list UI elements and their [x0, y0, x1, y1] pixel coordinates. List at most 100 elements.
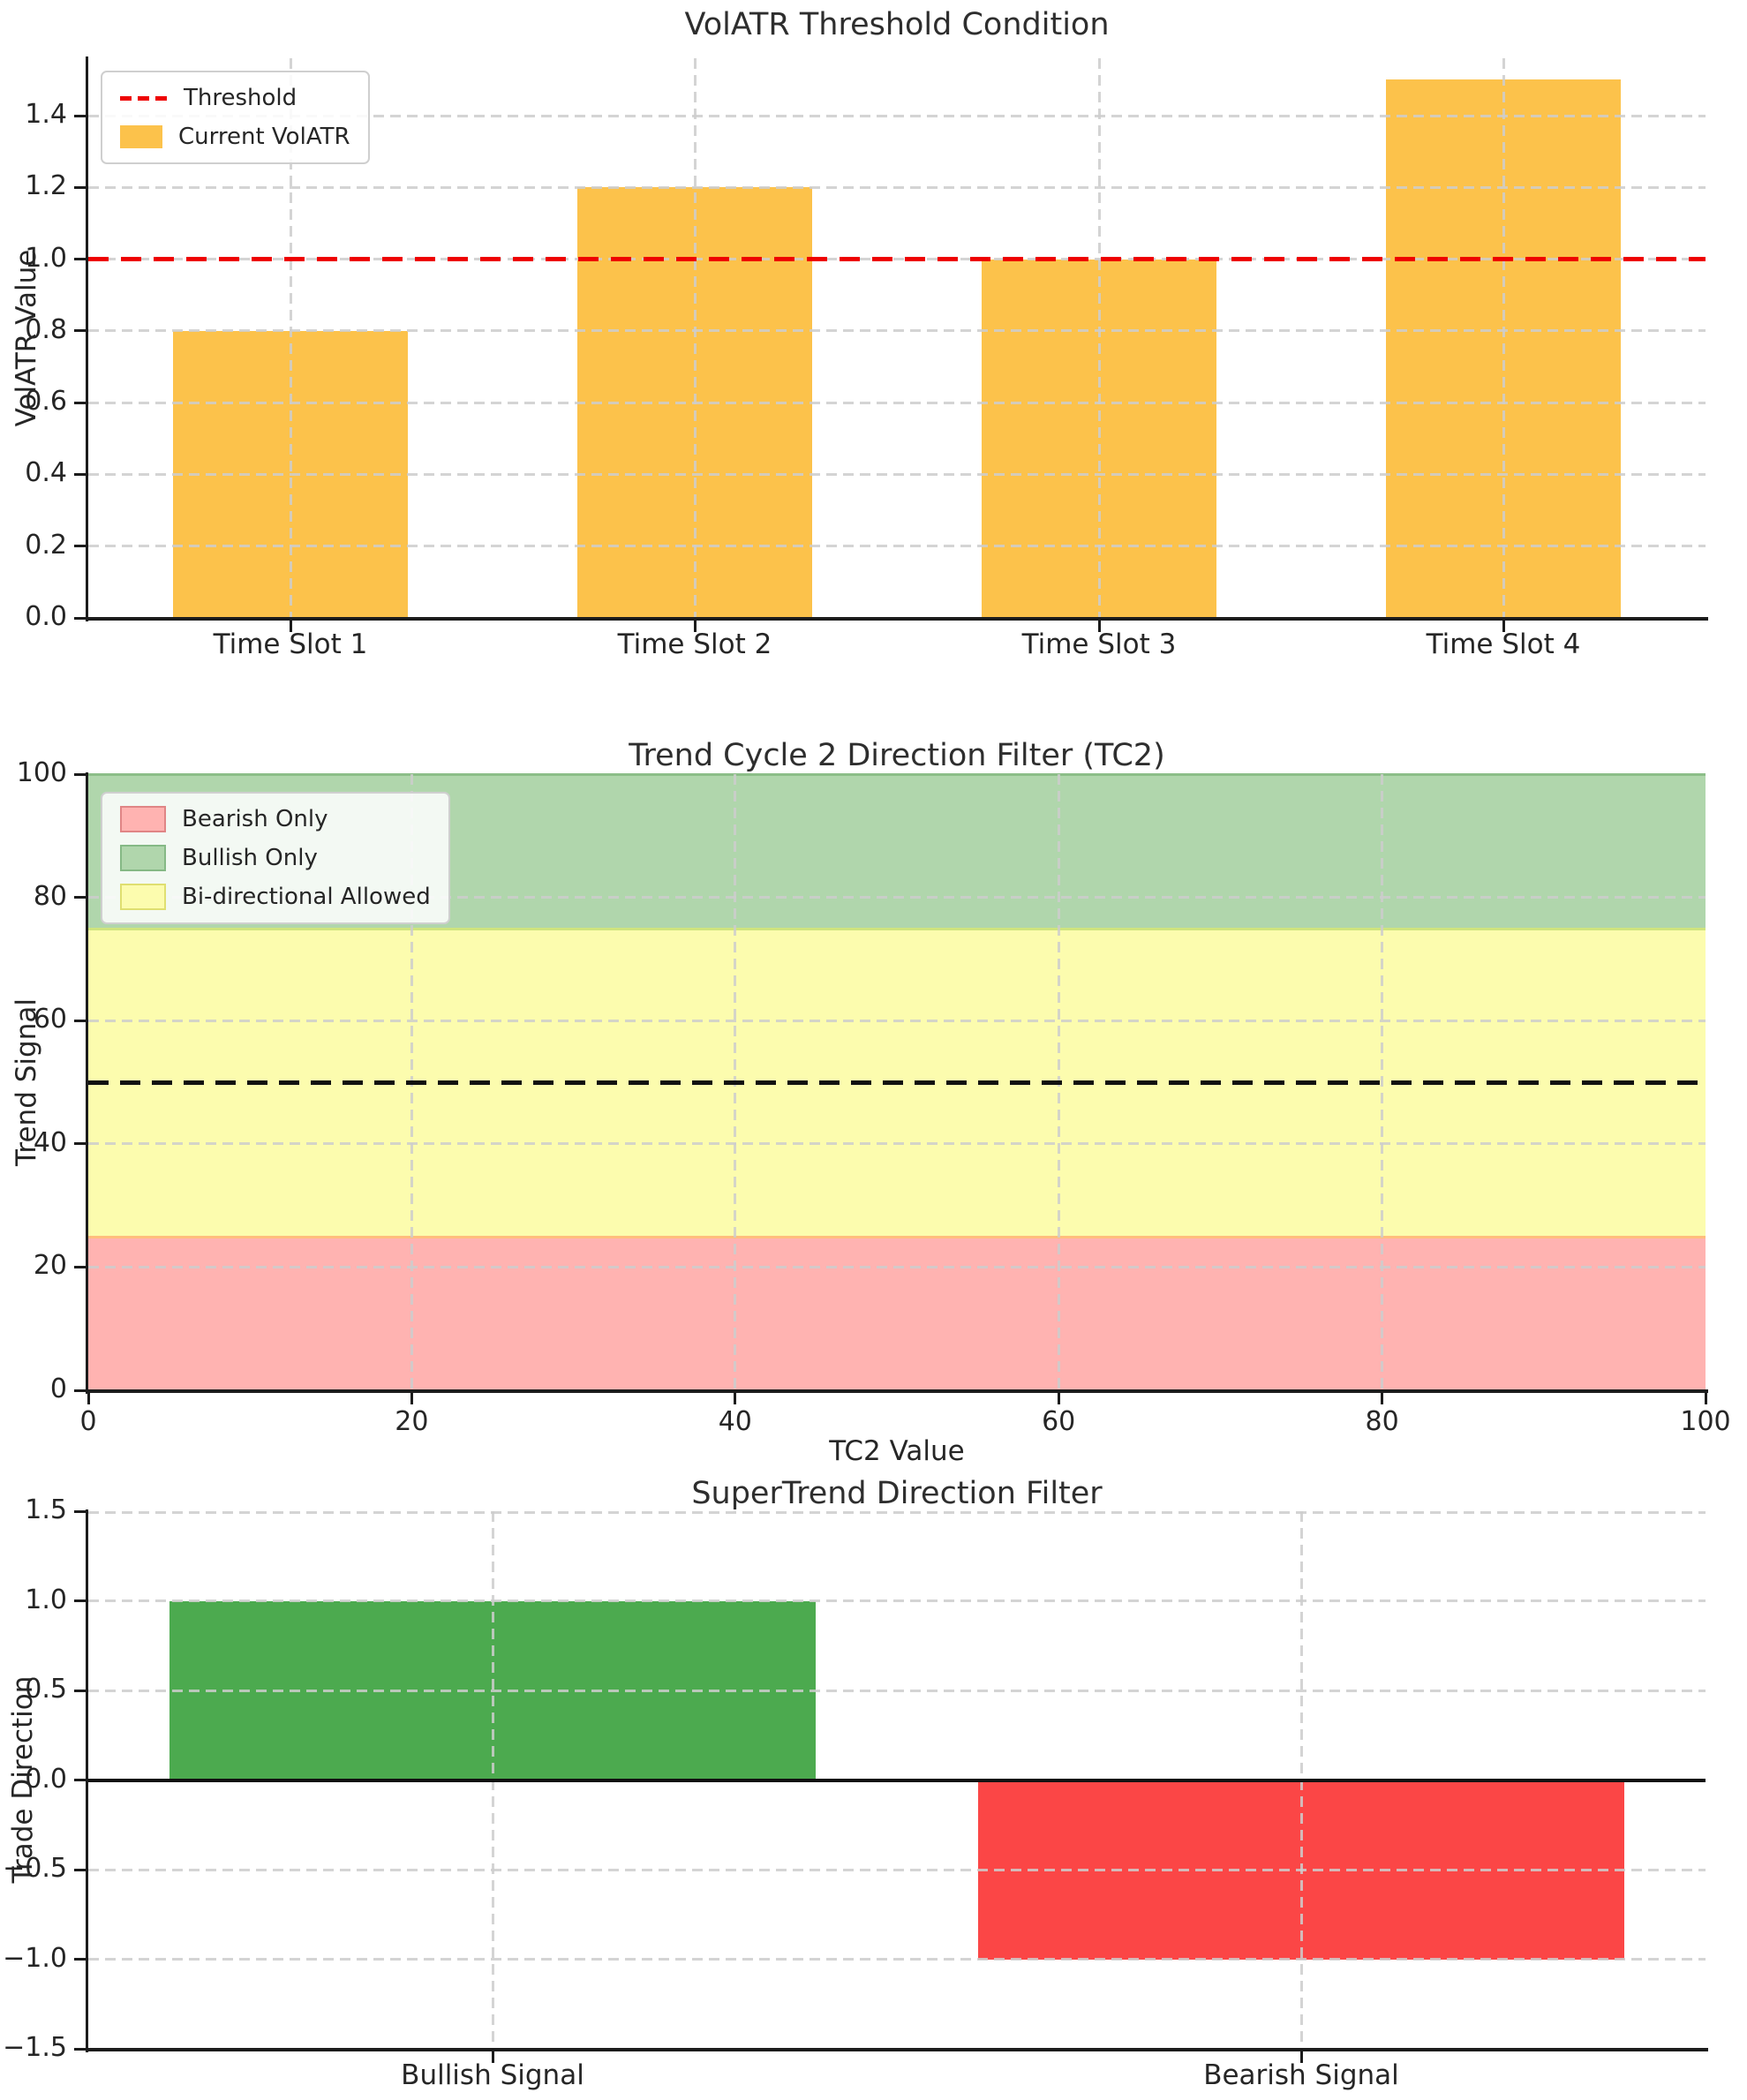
chart1-title: VolATR Threshold Condition [684, 7, 1110, 42]
y-tick-label: 0.0 [25, 601, 67, 632]
x-tick-mark [693, 621, 697, 632]
y-tick-label: −1.0 [3, 1942, 67, 1974]
chart2-title: Trend Cycle 2 Direction Filter (TC2) [629, 738, 1165, 773]
horizontal-gridline [88, 1599, 1706, 1602]
y-tick-label: 1.5 [25, 1494, 67, 1525]
y-axis-spine [86, 56, 88, 621]
y-tick-label: 20 [33, 1250, 67, 1282]
y-tick-label: 0.2 [25, 529, 67, 561]
x-tick-label: 40 [718, 1406, 752, 1437]
y-axis-spine [86, 772, 88, 1394]
y-tick-label: 1.2 [25, 170, 67, 202]
horizontal-gridline [88, 1142, 1706, 1146]
y-tick-mark [74, 258, 86, 261]
y-tick-label: 0.0 [25, 1763, 67, 1795]
legend-row-bearish-only: Bearish Only [120, 806, 431, 832]
x-tick-mark [1299, 2051, 1303, 2063]
legend-label-threshold: Threshold [184, 85, 297, 111]
band-edge [88, 1235, 1706, 1238]
horizontal-gridline [88, 1868, 1706, 1871]
y-tick-mark [74, 329, 86, 333]
legend-row-current-volatr: Current VolATR [120, 124, 350, 150]
y-tick-mark [74, 1868, 86, 1871]
chart1-plot-area: Threshold Current VolATR 0.0 0.2 0.4 0.6 0.8… [25, 56, 1708, 632]
y-tick-label: 0.5 [25, 1674, 67, 1705]
chart1-legend: Threshold Current VolATR [101, 71, 370, 164]
y-tick-label: 60 [33, 1004, 67, 1035]
y-tick-mark [74, 185, 86, 189]
x-tick-mark [410, 1393, 413, 1404]
x-tick-mark [491, 2051, 494, 2063]
bullish-band-swatch [120, 845, 166, 871]
x-axis-spine [86, 2048, 1708, 2051]
current-volatr-bar-swatch [120, 125, 162, 148]
bidirectional-band-swatch [120, 884, 166, 910]
legend-label-bearish-only: Bearish Only [182, 806, 328, 832]
x-tick-label: 20 [395, 1406, 429, 1437]
y-tick-mark [74, 401, 86, 404]
threshold-line [88, 257, 1706, 262]
y-tick-label: 1.0 [25, 242, 67, 274]
band-edge [88, 773, 1706, 776]
bearish-band-swatch [120, 806, 166, 832]
y-tick-mark [74, 1019, 86, 1022]
chart2-legend: Bearish Only Bullish Only Bi-directional… [101, 792, 450, 924]
y-tick-mark [74, 114, 86, 117]
band-bearish-only [88, 1236, 1706, 1390]
band-edge [88, 927, 1706, 930]
horizontal-gridline [88, 1511, 1706, 1514]
chart3-category-bearish: Bearish Signal [1203, 2059, 1399, 2091]
y-tick-mark [74, 772, 86, 776]
chart1-category-3: Time Slot 3 [1021, 628, 1177, 660]
vertical-gridline [1097, 58, 1101, 618]
horizontal-gridline [88, 401, 1706, 404]
y-tick-mark [74, 1779, 86, 1781]
threshold-dashed-line-swatch [120, 95, 168, 101]
horizontal-gridline [88, 1958, 1706, 1961]
legend-row-bidirectional: Bi-directional Allowed [120, 884, 431, 910]
chart1-category-1: Time Slot 1 [213, 628, 368, 660]
chart1-category-2: Time Slot 2 [617, 628, 772, 660]
horizontal-gridline [88, 185, 1706, 189]
vertical-gridline [693, 58, 697, 618]
legend-row-bullish-only: Bullish Only [120, 845, 431, 871]
x-tick-label: 100 [1680, 1406, 1731, 1437]
y-tick-mark [74, 896, 86, 899]
y-axis-spine [86, 1509, 88, 2052]
y-tick-label: 0 [49, 1374, 67, 1404]
y-tick-label: 80 [33, 880, 67, 912]
x-tick-mark [1704, 1393, 1707, 1404]
x-tick-label: 60 [1042, 1406, 1076, 1437]
horizontal-gridline [88, 472, 1706, 476]
vertical-gridline [1502, 58, 1505, 618]
x-tick-mark [289, 621, 292, 632]
y-tick-mark [74, 2047, 86, 2051]
horizontal-gridline [88, 1689, 1706, 1692]
x-tick-mark [1097, 621, 1101, 632]
horizontal-gridline [88, 545, 1706, 548]
x-tick-label: 80 [1365, 1406, 1399, 1437]
y-tick-mark [74, 1689, 86, 1692]
legend-row-threshold: Threshold [120, 85, 350, 111]
y-tick-label: 0.6 [25, 386, 67, 418]
x-tick-label: 0 [79, 1406, 97, 1437]
y-tick-mark [74, 1599, 86, 1602]
y-tick-label: 1.0 [25, 1584, 67, 1615]
y-tick-label: 40 [33, 1126, 67, 1158]
midline-dashed [88, 1080, 1706, 1085]
horizontal-gridline [88, 896, 1706, 899]
x-tick-mark [734, 1393, 737, 1404]
x-axis-spine [86, 617, 1708, 621]
chart1-category-4: Time Slot 4 [1426, 628, 1581, 660]
y-tick-label: −0.5 [3, 1853, 67, 1884]
y-tick-mark [74, 472, 86, 476]
chart3-category-bullish: Bullish Signal [401, 2059, 584, 2091]
horizontal-gridline [88, 114, 1706, 117]
y-tick-mark [74, 616, 86, 620]
legend-label-bullish-only: Bullish Only [182, 845, 318, 871]
x-tick-mark [1057, 1393, 1060, 1404]
y-tick-label: −1.5 [3, 2032, 67, 2063]
y-tick-label: 100 [16, 757, 67, 788]
y-tick-mark [74, 1142, 86, 1146]
x-tick-mark [1502, 621, 1505, 632]
